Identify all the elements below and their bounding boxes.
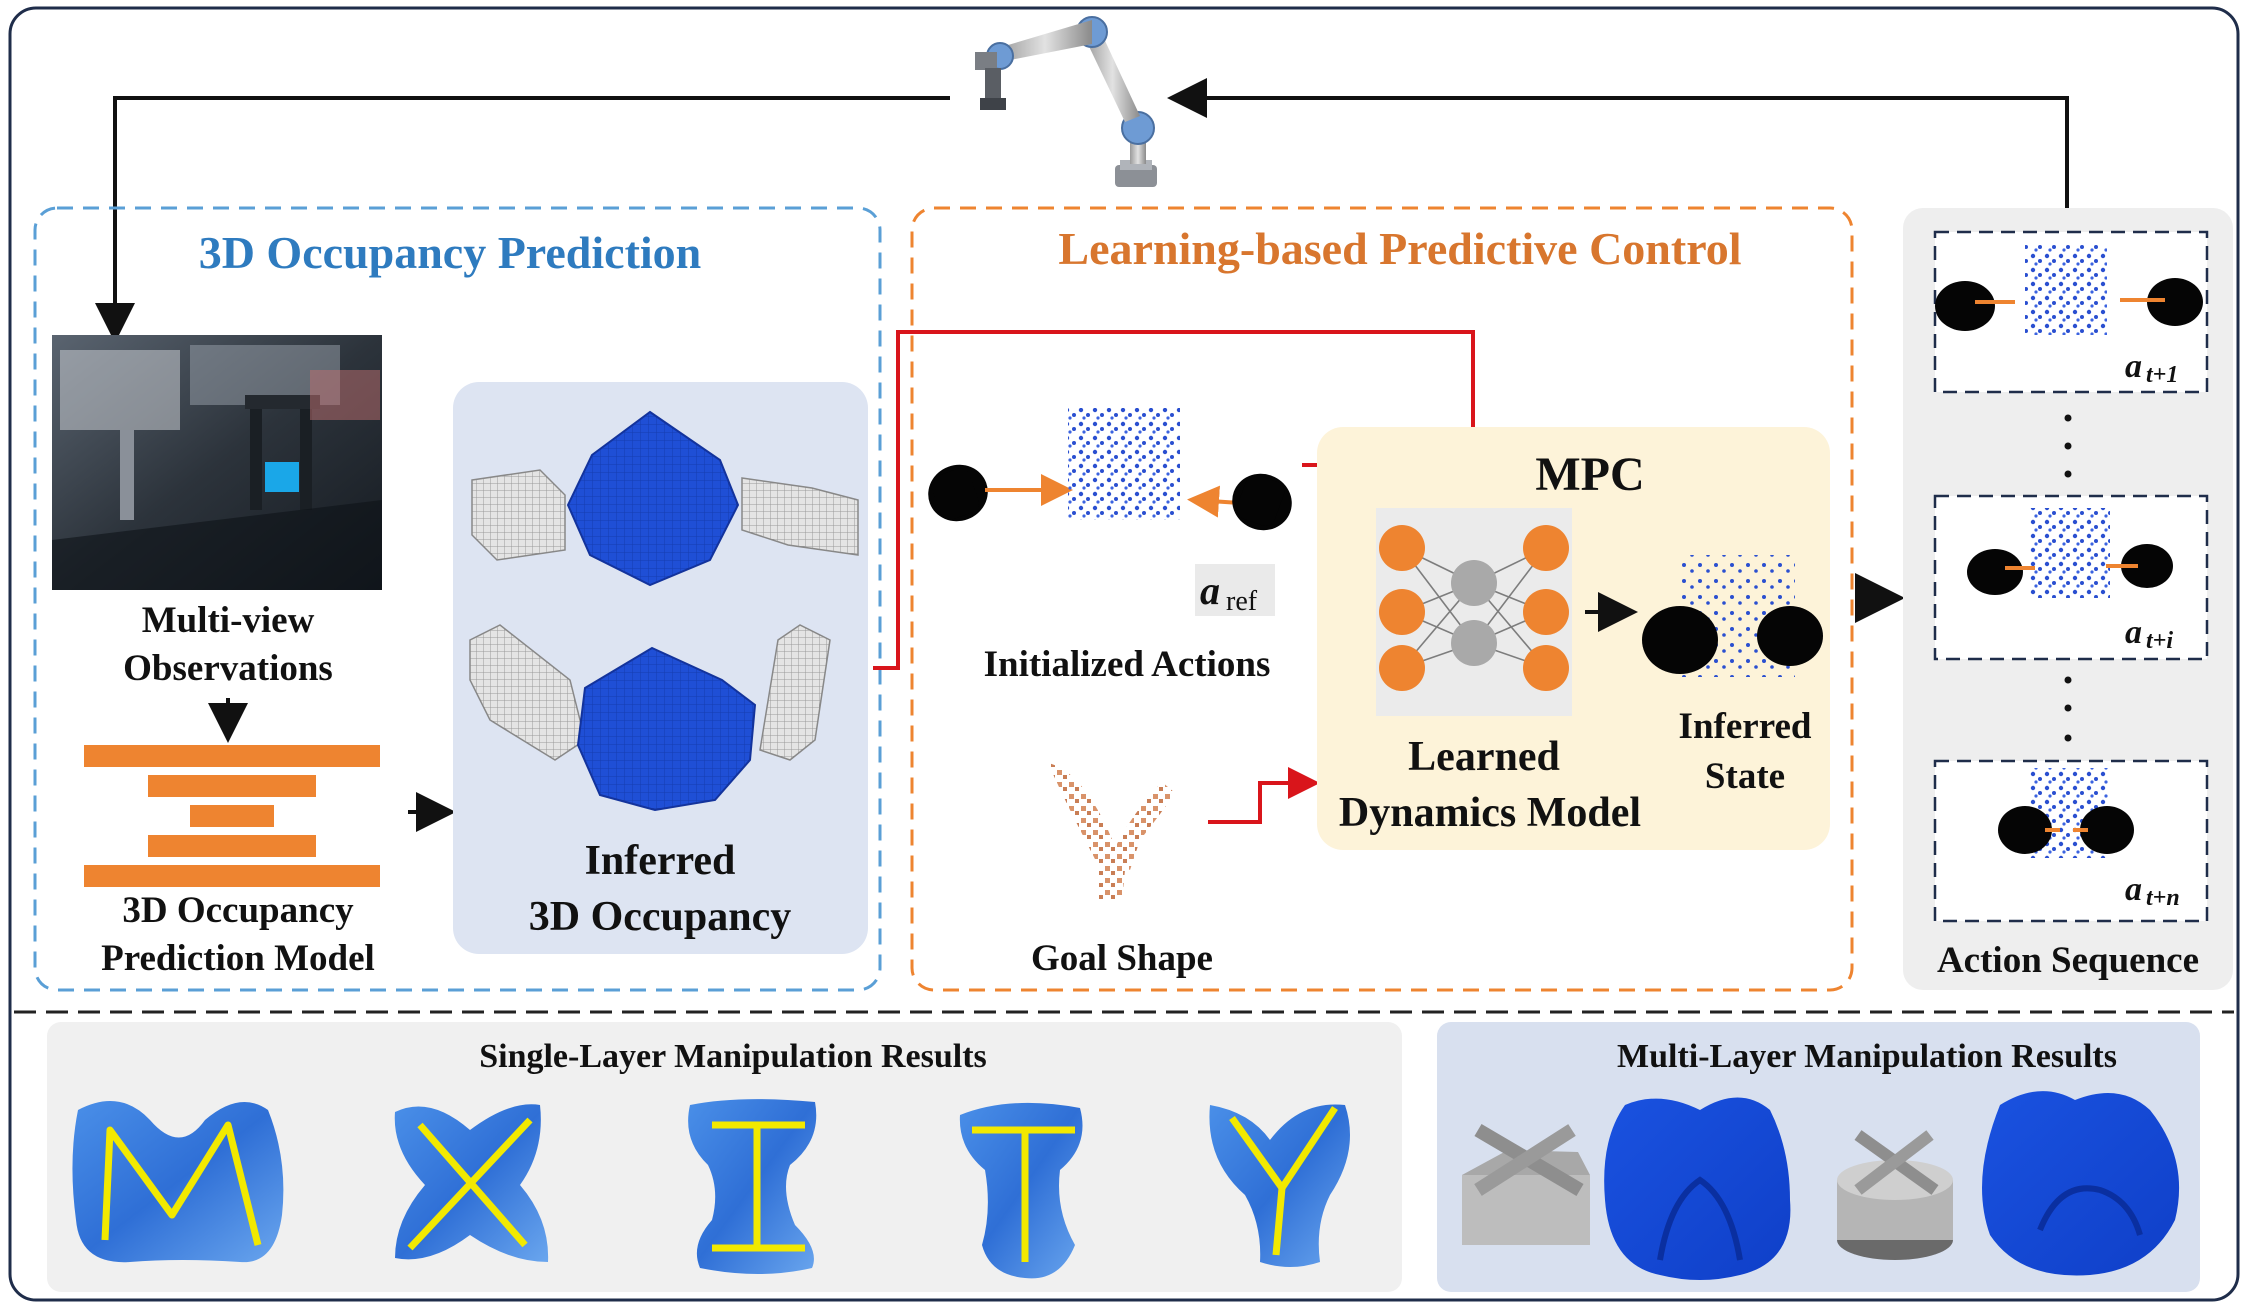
single-layer-results-title: Single-Layer Manipulation Results	[479, 1038, 987, 1075]
vertical-ellipsis-1	[2064, 414, 2072, 478]
clay-2-groove	[2037, 1185, 2143, 1236]
control-section-title: Learning-based Predictive Control	[1058, 223, 1741, 274]
multi-layer-results-title: Multi-Layer Manipulation Results	[1617, 1038, 2117, 1075]
clay-result-y	[1209, 1104, 1350, 1267]
voxel-clay-top	[566, 410, 740, 587]
action-frame-3: a t+n	[1933, 759, 2209, 923]
inferred-label-line2: 3D Occupancy	[529, 894, 792, 940]
clay-result-m: M	[72, 1101, 284, 1263]
dynamics-label-line1: Learned	[1408, 734, 1560, 780]
occupancy-section-title: 3D Occupancy Prediction	[199, 227, 702, 278]
multi-view-label-line2: Observations	[123, 648, 333, 689]
outer-frame	[8, 6, 2240, 1302]
vertical-ellipsis-2	[2064, 676, 2072, 742]
goal-shape-label: Goal Shape	[1031, 938, 1213, 979]
inferred-state-illustration	[1642, 555, 1823, 677]
inferred-state-label-line1: Inferred	[1679, 706, 1812, 747]
action-label-3-main: a	[2125, 871, 2142, 908]
multi-view-images	[52, 335, 382, 590]
multi-view-label-line1: Multi-view	[142, 600, 315, 641]
action-label-1-main: a	[2125, 348, 2142, 385]
action-label-3-sub: t+n	[2146, 885, 2180, 911]
clay-1-groove	[1657, 1176, 1743, 1261]
mold-box-1	[1462, 1123, 1590, 1245]
action-label-2-sub: t+i	[2146, 628, 2173, 654]
action-label-1-sub: t+1	[2146, 362, 2178, 388]
svg-text:ref: ref	[1226, 586, 1258, 617]
neural-network-icon	[1376, 508, 1572, 716]
goal-to-dynamics-arrow	[1208, 767, 1320, 824]
feedback-arrow-left	[95, 96, 950, 343]
voxel-grippers-top	[471, 469, 859, 561]
voxel-clay-bottom	[576, 646, 757, 812]
action-frame-1: a t+1	[1933, 230, 2209, 394]
action-label-2-main: a	[2125, 614, 2142, 651]
occupancy-model-icon	[84, 745, 380, 887]
inferred-state-label-line2: State	[1705, 756, 1785, 797]
occupancy-section-box	[33, 206, 882, 992]
action-frame-2: a t+i	[1933, 494, 2209, 661]
goal-shape-y	[1048, 763, 1175, 900]
initialized-actions-illustration	[928, 408, 1292, 531]
clay-result-i	[688, 1099, 817, 1274]
robot-arm-icon	[975, 16, 1157, 187]
multi-layer-clay-1	[1604, 1097, 1791, 1280]
initialized-actions-label: Initialized Actions	[984, 644, 1271, 685]
voxel-grippers-bottom	[469, 624, 831, 761]
clay-result-x	[394, 1104, 549, 1262]
inferred-label-line1: Inferred	[585, 838, 736, 884]
dynamics-label-line2: Dynamics Model	[1339, 790, 1641, 836]
svg-text:a: a	[1200, 568, 1220, 613]
action-sequence-label: Action Sequence	[1937, 940, 2199, 981]
model-label-line1: 3D Occupancy	[122, 890, 354, 931]
mpc-title: MPC	[1535, 448, 1644, 501]
multi-layer-clay-2	[1982, 1091, 2180, 1276]
model-label-line2: Prediction Model	[101, 938, 375, 979]
a-ref-label: a ref	[1195, 564, 1275, 617]
feedback-arrow-right	[1167, 78, 2069, 208]
clay-result-t	[959, 1102, 1083, 1279]
occupancy-to-dynamics-arrow	[873, 330, 1489, 670]
mold-cylinder-2	[1837, 1130, 1953, 1260]
control-section-box	[910, 206, 1854, 992]
